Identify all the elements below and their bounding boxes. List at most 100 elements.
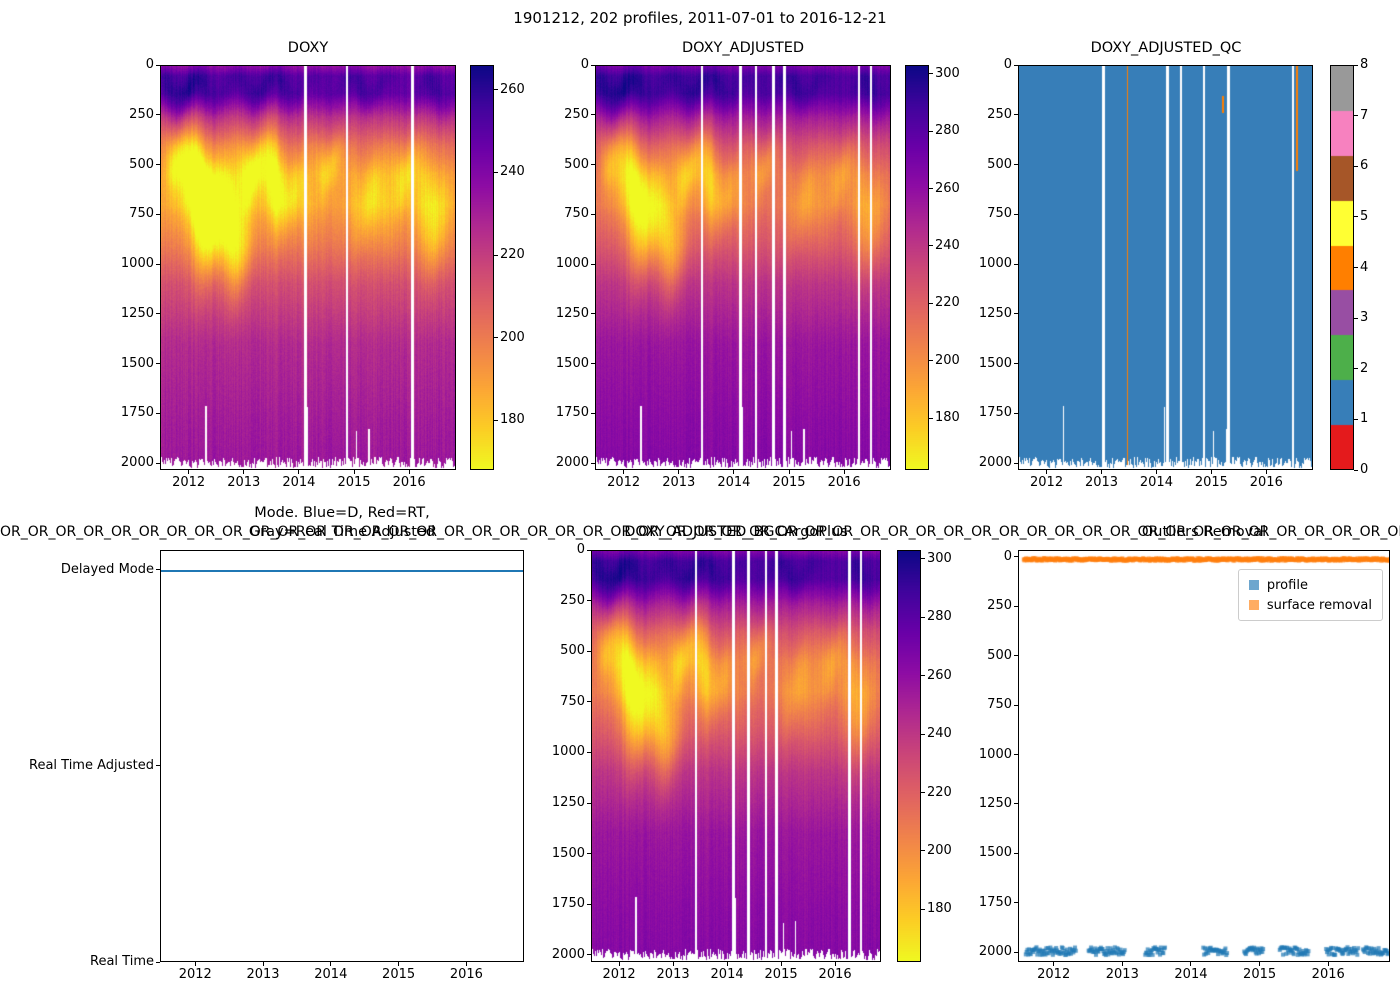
- tick-mark: [156, 213, 160, 215]
- legend-item-surface-removal: surface removal: [1248, 595, 1372, 615]
- tick-mark: [156, 114, 160, 116]
- profile-marker-swatch: [1248, 580, 1259, 590]
- mode-delayed-line: [161, 569, 523, 572]
- tick-mark: [1014, 313, 1018, 315]
- tick-mark: [156, 363, 160, 365]
- tick-label: 500: [560, 643, 585, 659]
- tick-label: 240: [935, 237, 960, 253]
- mode-title-line1: Mode. Blue=D, Red=RT,: [254, 505, 430, 521]
- tick-mark: [1101, 470, 1102, 474]
- tick-label: 2016: [1311, 967, 1345, 982]
- tick-label: 2012: [1030, 475, 1064, 490]
- qc-colorbar-canvas: [1331, 66, 1353, 469]
- tick-label: 1000: [551, 744, 585, 760]
- tick-mark: [1014, 363, 1018, 365]
- tick-mark: [494, 337, 498, 339]
- tick-mark: [1014, 951, 1018, 953]
- bgcargoplus-title: DOXY_ADJUSTED_BGCArgoPlus: [624, 524, 848, 540]
- tick-mark: [921, 558, 925, 560]
- tick-label: 750: [564, 206, 589, 222]
- tick-label: 1250: [551, 795, 585, 811]
- tick-label: 2013: [662, 475, 696, 490]
- tick-label: 240: [927, 726, 952, 742]
- tick-label: 2015: [382, 967, 416, 982]
- tick-mark: [921, 792, 925, 794]
- tick-label: 1000: [978, 746, 1012, 762]
- tick-label: 1250: [978, 795, 1012, 811]
- tick-label: 1250: [555, 305, 589, 321]
- tick-label: 750: [129, 206, 154, 222]
- tick-mark: [1014, 803, 1018, 805]
- tick-mark: [587, 903, 591, 905]
- tick-label: 2012: [1037, 967, 1071, 982]
- tick-mark: [1014, 605, 1018, 607]
- tick-label: 260: [500, 81, 525, 97]
- tick-mark: [591, 412, 595, 414]
- tick-label: 2014: [282, 475, 316, 490]
- tick-mark: [929, 360, 933, 362]
- tick-label: 2000: [978, 455, 1012, 471]
- tick-label: 2014: [314, 967, 348, 982]
- tick-mark: [929, 245, 933, 247]
- tick-mark: [1014, 655, 1018, 657]
- tick-label: 200: [927, 842, 952, 858]
- tick-label: 260: [935, 180, 960, 196]
- tick-mark: [591, 313, 595, 315]
- tick-label: Delayed Mode: [60, 561, 154, 577]
- tick-mark: [156, 313, 160, 315]
- tick-mark: [672, 962, 674, 966]
- tick-mark: [1354, 64, 1358, 66]
- tick-mark: [726, 962, 728, 966]
- legend-item-profile: profile: [1248, 575, 1372, 595]
- tick-label: 2015: [337, 475, 371, 490]
- tick-mark: [1265, 470, 1267, 474]
- tick-mark: [587, 650, 591, 652]
- tick-label: 220: [935, 295, 960, 311]
- tick-mark: [1354, 317, 1358, 319]
- tick-mark: [591, 462, 595, 464]
- tick-label: 2000: [978, 944, 1012, 960]
- tick-mark: [678, 470, 680, 474]
- tick-mark: [465, 962, 467, 966]
- tick-mark: [156, 961, 160, 963]
- tick-label: 750: [987, 697, 1012, 713]
- tick-label: 750: [560, 693, 585, 709]
- tick-mark: [587, 802, 591, 804]
- tick-mark: [262, 962, 264, 966]
- tick-label: 0: [145, 57, 154, 72]
- tick-label: 6: [1360, 158, 1369, 174]
- tick-label: 1000: [555, 256, 589, 272]
- tick-mark: [353, 470, 355, 474]
- mode-title-line2: Gray=Real Time Adjusted: [248, 524, 436, 540]
- tick-label: 250: [987, 106, 1012, 122]
- tick-label: 1000: [120, 256, 154, 272]
- tick-mark: [1354, 165, 1358, 167]
- tick-label: 8: [1360, 57, 1369, 72]
- tick-label: 1500: [551, 845, 585, 861]
- tick-mark: [780, 962, 782, 966]
- doxy-adjusted-qc-canvas: [1019, 66, 1312, 469]
- tick-label: 7: [1360, 107, 1369, 123]
- tick-mark: [591, 263, 595, 265]
- tick-label: 1250: [978, 305, 1012, 321]
- tick-label: 180: [500, 412, 525, 428]
- tick-mark: [1354, 368, 1358, 370]
- tick-label: 2014: [710, 967, 744, 982]
- tick-label: 0: [1003, 57, 1012, 72]
- tick-label: Real Time: [90, 954, 154, 969]
- tick-mark: [494, 89, 498, 91]
- tick-mark: [1053, 962, 1055, 966]
- tick-mark: [618, 962, 620, 966]
- tick-label: 2016: [827, 475, 861, 490]
- tick-label: 0: [576, 542, 585, 557]
- doxy-adjusted-title: DOXY_ADJUSTED: [681, 40, 805, 56]
- tick-label: 500: [987, 156, 1012, 172]
- tick-label: 2000: [551, 946, 585, 962]
- tick-mark: [587, 853, 591, 855]
- doxy-colorbar: [470, 65, 494, 470]
- tick-mark: [587, 701, 591, 703]
- tick-label: 200: [935, 352, 960, 368]
- doxy-adjusted-qc-title: DOXY_ADJUSTED_QC: [1090, 40, 1242, 56]
- tick-label: 2013: [246, 967, 280, 982]
- tick-mark: [587, 600, 591, 602]
